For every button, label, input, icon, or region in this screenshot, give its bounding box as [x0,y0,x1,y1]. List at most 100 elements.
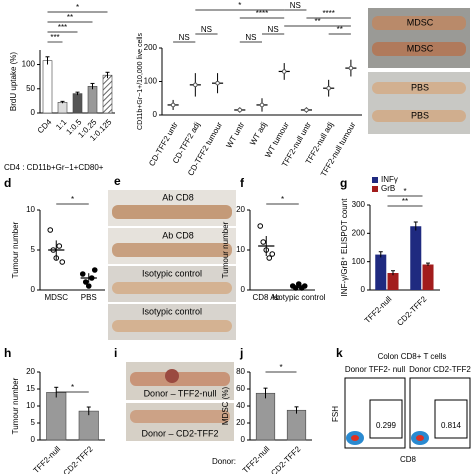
x-tick-label: TFF2-null [241,444,272,474]
data-point [326,85,331,91]
y-axis-label: BrdU uptake (%) [9,52,18,111]
panel-letter: d [4,176,11,190]
bar [46,392,67,441]
bar [87,86,98,114]
x-tick-label: WT adj [248,120,269,147]
data-point [56,243,63,249]
significance-label: * [76,3,79,12]
footnote: CD4 : CD11b+Gr−1+CD80+ [4,163,104,172]
y-tick-label: 60 [236,384,245,393]
y-tick-label: 80 [236,367,245,376]
y-tick-label: 200 [352,228,366,237]
bar [42,60,53,114]
significance-label: NS [268,25,279,34]
photo-label: Isotypic control [142,268,202,278]
panel-letter: f [240,176,245,190]
y-tick-label: 0 [31,435,36,444]
y-axis-label: MDSC (%) [221,387,230,426]
bar [422,264,434,290]
y-axis-label: CD11b+Gr−1+/10,000 live cells [137,33,144,130]
significance-label: NS [201,25,212,34]
significance-label: * [403,187,406,196]
y-tick-label: 300 [352,200,366,209]
x-tick-label: TFF2-null [32,444,63,474]
y-axis-label: Tumour number [221,221,230,278]
legend-label: INFγ [381,175,398,184]
y-axis-label: Tumour number [11,221,20,278]
y-axis-label: Tumour number [11,377,20,434]
data-point [59,259,66,265]
flow-panel: Colon CD8+ T cells Donor TFF2- null Dono… [331,352,471,464]
y-tick-label: 0 [241,435,246,444]
data-point [82,279,89,285]
legend-swatch [372,177,378,183]
legend-label: GrB [381,184,395,193]
data-point [266,255,273,261]
data-point [281,69,287,74]
significance-label: * [71,195,74,204]
y-tick-label: 10 [236,245,245,254]
x-tick-label: CD8 Ab [252,293,280,302]
y-tick-label: 20 [236,205,245,214]
x-prefix: Donor: [212,457,236,466]
bar [286,409,307,441]
significance-label: NS [179,33,190,42]
data-point [47,227,54,233]
data-point [257,223,264,229]
data-point [91,267,98,273]
data-point [237,107,243,113]
significance-label: NS [245,33,256,42]
significance-label: * [238,1,241,10]
y-tick-label: 100 [352,257,366,266]
y-tick-label: 20 [26,367,35,376]
photo-label: Donor – TFF2-null [144,388,217,398]
significance-label: *** [58,23,67,32]
flow-value: 0.814 [441,421,462,430]
flow-donor: Donor TFF2- null [345,365,406,374]
data-point [79,271,86,277]
photo-label: Ab CD8 [162,192,194,202]
photo-label: MDSC [407,43,434,53]
data-point [269,251,276,257]
data-point [170,102,176,108]
y-tick-label: 100 [144,77,158,86]
data-point [259,102,265,108]
photo-label: Donor – CD2-TFF2 [141,428,218,438]
significance-label: **** [322,9,334,18]
bar [255,392,276,441]
y-tick-label: 15 [26,384,35,393]
photo-e: Ab CD8 Ab CD8 Isotypic control Isotypic … [108,190,236,340]
y-tick-label: 200 [144,43,158,52]
panel-letter: h [4,346,11,360]
panel-letter: e [114,174,121,188]
y-tick-label: 20 [236,418,245,427]
y-tick-label: 5 [31,418,36,427]
y-tick-label: 10 [26,205,35,214]
x-tick-label: TFF2-null [363,294,394,325]
bar [410,226,422,290]
panel-letter: g [340,176,347,190]
bar [78,410,99,441]
y-tick-label: 0 [31,285,36,294]
y-tick-label: 0 [153,110,158,119]
bar [57,102,68,114]
data-point [85,283,92,289]
y-tick-label: 0 [361,285,366,294]
significance-label: ** [402,197,408,206]
bar [387,273,399,290]
significance-label: **** [256,9,268,18]
significance-label: ** [337,25,343,34]
photo-top-right: MDSC MDSC PBS PBS [368,8,470,134]
x-tick-label: PBS [81,293,97,302]
y-tick-label: 50 [26,84,35,93]
panel-letter: j [239,346,243,360]
bar [102,74,113,114]
y-tick-label: 0 [241,285,246,294]
y-tick-label: 40 [236,401,245,410]
flow-donor: Donor CD2-TFF2 [409,365,471,374]
data-point [215,80,220,86]
panel-letter: i [114,346,117,360]
photo-i: Donor – TFF2-null Donor – CD2-TFF2 [126,362,234,441]
y-tick-label: 0 [31,108,36,117]
